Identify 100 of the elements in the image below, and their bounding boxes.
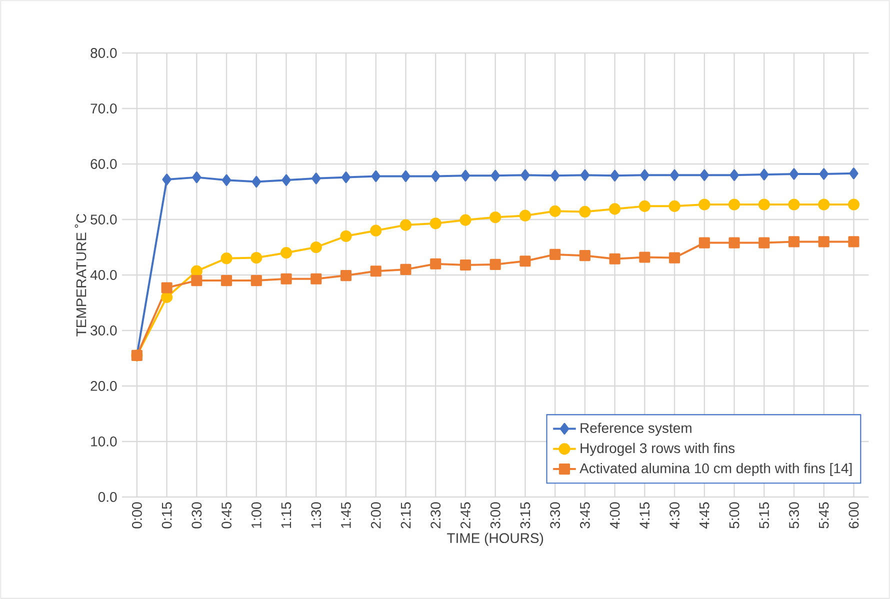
point	[282, 174, 291, 186]
point	[340, 270, 352, 282]
legend-label: Reference system	[580, 422, 692, 436]
point	[161, 282, 172, 294]
x-axis-title: TIME (HOURS)	[447, 532, 544, 546]
point	[639, 252, 650, 263]
point	[341, 172, 351, 184]
point	[370, 224, 382, 236]
point	[848, 236, 860, 248]
point	[371, 170, 380, 182]
point	[252, 176, 261, 188]
point	[818, 198, 830, 210]
point	[668, 200, 680, 212]
point	[788, 198, 800, 210]
x-tick-label: 2:15	[400, 502, 411, 528]
point	[430, 218, 442, 230]
point	[220, 252, 232, 264]
point	[849, 168, 858, 180]
y-tick-label: 0.0	[98, 492, 117, 502]
x-tick-label: 4:00	[610, 502, 620, 529]
point	[401, 170, 410, 182]
point	[520, 169, 530, 181]
point	[490, 258, 501, 270]
point	[162, 174, 172, 186]
point	[670, 169, 680, 181]
point	[191, 275, 202, 286]
x-tick-label: 0:15	[162, 502, 172, 528]
point	[610, 170, 620, 182]
legend-label: Hydrogel 3 rows with fins	[580, 442, 735, 456]
point	[460, 170, 470, 182]
x-tick-label: 4:30	[670, 502, 680, 529]
point	[400, 264, 412, 275]
point	[310, 273, 322, 284]
x-tick-label: 5:45	[818, 502, 829, 528]
point	[579, 206, 591, 218]
y-axis-title: TEMPERATURE ˚C	[74, 214, 86, 336]
y-tick-label: 50.0	[90, 214, 117, 224]
point	[280, 246, 292, 259]
point	[788, 236, 800, 248]
point	[728, 237, 740, 248]
point	[698, 237, 710, 248]
x-tick-label: 5:30	[789, 502, 799, 528]
y-tick-label: 70.0	[90, 104, 117, 114]
point	[819, 168, 828, 180]
x-tick-label: 2:30	[430, 502, 441, 528]
point	[550, 248, 561, 260]
point	[848, 198, 860, 210]
point	[460, 214, 472, 226]
point	[430, 170, 440, 182]
x-tick-label: 2:00	[370, 502, 381, 528]
point	[460, 259, 471, 271]
point	[519, 210, 531, 222]
x-tick-label: 1:45	[341, 502, 351, 528]
y-tick-label: 20.0	[90, 381, 117, 391]
point	[668, 252, 680, 264]
point	[312, 172, 321, 184]
point	[579, 250, 590, 262]
point	[580, 169, 590, 181]
point	[730, 169, 739, 181]
x-tick-label: 1:15	[281, 502, 292, 528]
point	[758, 198, 770, 210]
point	[728, 198, 740, 210]
x-tick-label: 3:45	[580, 502, 590, 528]
point	[370, 266, 382, 277]
x-tick-label: 3:00	[490, 502, 500, 528]
point	[638, 200, 650, 212]
x-tick-label: 4:15	[640, 502, 650, 529]
point	[789, 168, 799, 180]
point	[222, 174, 232, 186]
point	[760, 168, 769, 180]
point	[192, 172, 202, 184]
point	[550, 170, 560, 182]
x-tick-label: 2:45	[460, 502, 470, 528]
x-tick-label: 5:00	[729, 502, 740, 528]
point	[818, 236, 830, 248]
point	[609, 253, 620, 264]
y-tick-label: 60.0	[90, 159, 117, 169]
x-tick-label: 6:00	[848, 502, 859, 528]
x-tick-label: 1:00	[251, 502, 262, 528]
x-tick-label: 0:30	[192, 502, 202, 528]
point	[640, 169, 650, 181]
y-tick-label: 40.0	[90, 270, 117, 280]
point	[310, 241, 322, 254]
legend-label: Activated alumina 10 cm depth with fins [14]	[580, 462, 852, 476]
point	[250, 275, 262, 286]
point	[221, 275, 232, 286]
point	[549, 205, 561, 217]
y-tick-label: 10.0	[91, 436, 117, 446]
point	[700, 169, 709, 181]
x-tick-label: 3:30	[550, 502, 560, 528]
x-tick-label: 1:30	[311, 502, 322, 528]
point	[758, 237, 770, 248]
point	[520, 256, 531, 267]
x-tick-label: 0:00	[132, 502, 142, 528]
x-tick-label: 0:45	[222, 502, 232, 528]
point	[430, 258, 442, 270]
x-tick-label: 5:15	[759, 502, 770, 528]
x-tick-label: 4:45	[700, 502, 710, 529]
point	[250, 252, 262, 264]
point	[340, 230, 352, 242]
